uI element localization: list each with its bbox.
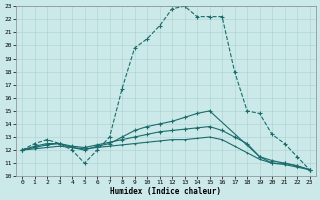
X-axis label: Humidex (Indice chaleur): Humidex (Indice chaleur) [110,187,221,196]
